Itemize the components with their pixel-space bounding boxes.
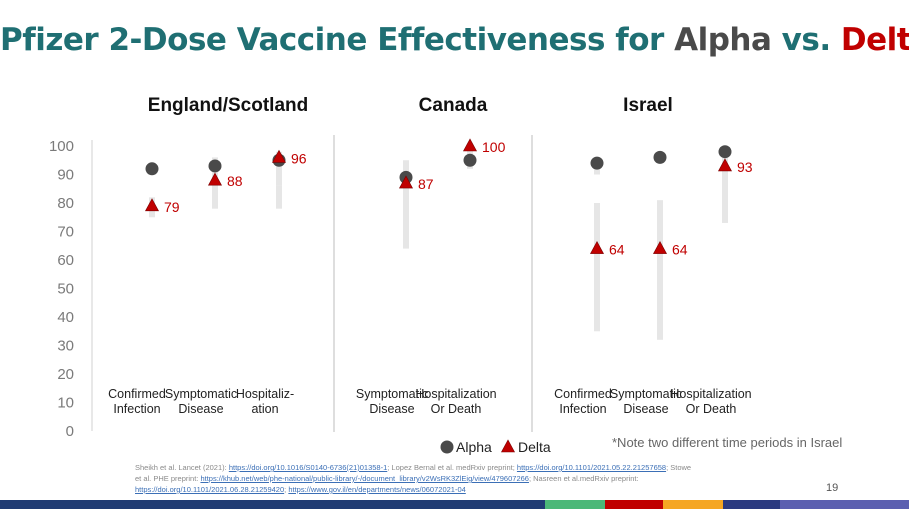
category-label: Disease: [178, 402, 223, 416]
delta-value-label: 87: [418, 176, 434, 192]
category-label: Infection: [113, 402, 160, 416]
delta-point: [589, 240, 605, 254]
delta-value-label: 93: [737, 159, 753, 175]
reference-link[interactable]: https://doi.org/10.1101/2021.06.28.21259…: [135, 485, 285, 494]
delta-point: [717, 158, 733, 172]
category-label: Infection: [559, 402, 606, 416]
delta-point: [398, 175, 414, 189]
category-label: Confirmed: [554, 387, 612, 401]
reference-line-2: et al. PHE preprint: https://khub.net/we…: [135, 473, 785, 484]
y-tick-label: 60: [57, 252, 74, 269]
bottom-bar-segment: [780, 500, 909, 509]
delta-point: [271, 149, 287, 163]
y-tick-label: 10: [57, 395, 74, 412]
delta-point: [207, 172, 223, 186]
delta-value-label: 96: [291, 150, 307, 166]
category-label: ation: [251, 402, 278, 416]
legend-alpha-marker: [440, 440, 454, 454]
alpha-point: [145, 162, 159, 176]
y-tick-label: 40: [57, 309, 74, 326]
alpha-point: [590, 156, 604, 170]
category-label: Symptomatic: [356, 387, 428, 401]
bottom-bar-segment: [290, 500, 545, 509]
y-tick-label: 90: [57, 167, 74, 184]
confidence-interval-bar: [276, 151, 282, 186]
delta-value-label: 64: [609, 242, 625, 258]
y-tick-label: 50: [57, 281, 74, 298]
delta-point: [462, 138, 478, 152]
category-label: Disease: [369, 402, 414, 416]
reference-text: Sheikh et al. Lancet (2021):: [135, 463, 229, 472]
slide-title: Pfizer 2-Dose Vaccine Effectiveness for …: [0, 22, 909, 58]
alpha-point: [463, 153, 477, 167]
reference-text: ;: [284, 485, 289, 494]
y-tick-label: 70: [57, 224, 74, 241]
legend-delta-label: Delta: [518, 439, 551, 455]
reference-link[interactable]: https://khub.net/web/phe-national/public…: [200, 474, 529, 483]
legend-delta-marker: [500, 439, 516, 453]
panel-title: Canada: [419, 95, 488, 116]
y-tick-label: 100: [49, 138, 74, 155]
israel-note: *Note two different time periods in Isra…: [612, 435, 842, 450]
reference-line-1: Sheikh et al. Lancet (2021): https://doi…: [135, 462, 785, 473]
confidence-interval-bar: [594, 203, 600, 332]
panel-title: England/Scotland: [148, 95, 308, 116]
reference-link[interactable]: https://www.gov.il/en/departments/news/0…: [288, 485, 466, 494]
reference-text: ; Lopez Bernal et al. medRxiv preprint;: [387, 463, 517, 472]
category-label: Hospitaliz-: [236, 387, 294, 401]
page-number: 19: [826, 482, 839, 494]
category-label: Confirmed: [108, 387, 166, 401]
bottom-color-bar: [0, 500, 909, 509]
references: Sheikh et al. Lancet (2021): https://doi…: [135, 462, 785, 495]
alpha-point: [208, 159, 222, 173]
bottom-bar-segment: [0, 500, 290, 509]
delta-value-label: 100: [482, 139, 506, 155]
delta-value-label: 88: [227, 173, 243, 189]
delta-point: [144, 198, 160, 212]
reference-text: et al. PHE preprint:: [135, 474, 201, 483]
category-label: Or Death: [686, 402, 737, 416]
bottom-bar-segment: [545, 500, 605, 509]
category-label: Disease: [623, 402, 668, 416]
confidence-interval-bar: [403, 160, 409, 249]
delta-value-label: 79: [164, 199, 180, 215]
title-prefix: Pfizer 2-Dose Vaccine Effectiveness for: [0, 22, 675, 58]
y-tick-label: 0: [66, 423, 74, 440]
bottom-bar-segment: [605, 500, 663, 509]
title-delta: Delta: [840, 22, 909, 58]
y-tick-label: 30: [57, 338, 74, 355]
delta-value-label: 64: [672, 242, 688, 258]
reference-text: ; Nasreen et al.medRxiv preprint:: [528, 474, 639, 483]
category-label: Symptomatic: [610, 387, 682, 401]
reference-line-3: https://doi.org/10.1101/2021.06.28.21259…: [135, 484, 785, 495]
delta-point: [652, 240, 668, 254]
alpha-point: [718, 145, 732, 159]
category-label: Or Death: [431, 402, 482, 416]
category-label: Hospitalization: [670, 387, 751, 401]
reference-link[interactable]: https://doi.org/10.1101/2021.05.22.21257…: [516, 463, 667, 472]
confidence-interval-bar: [657, 200, 663, 340]
y-tick-label: 20: [57, 366, 74, 383]
alpha-point: [653, 150, 667, 164]
reference-link[interactable]: https://doi.org/10.1016/S0140-6736(21)01…: [228, 463, 388, 472]
reference-text: ; Stowe: [666, 463, 692, 472]
legend-alpha-label: Alpha: [456, 439, 492, 455]
panel-title: Israel: [623, 95, 673, 116]
title-alpha: Alpha: [674, 22, 772, 58]
confidence-interval-bar: [722, 146, 728, 223]
title-vs: vs.: [771, 22, 841, 58]
bottom-bar-segment: [723, 500, 780, 509]
category-label: Hospitalization: [415, 387, 496, 401]
y-tick-label: 80: [57, 195, 74, 212]
bottom-bar-segment: [663, 500, 723, 509]
confidence-interval-bar: [276, 185, 282, 209]
category-label: Symptomatic: [165, 387, 237, 401]
